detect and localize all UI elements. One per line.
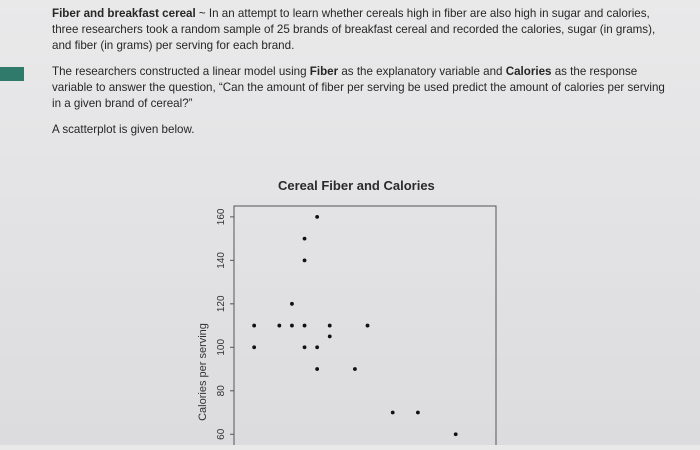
intro-body: ~ In an attempt to learn whether cereals… [52,7,656,52]
scatter-point [302,323,307,328]
scatter-point [290,301,294,306]
intro-title: Fiber and breakfast cereal [52,7,196,20]
scatter-point [327,323,332,328]
plot-frame [233,205,497,450]
model-fiber: Fiber [309,65,339,78]
scatter-point [365,323,370,328]
chart-title: Cereal Fiber and Calories [278,178,435,193]
scatter-point [416,410,420,415]
model-text-c: as the response variable to answer the q… [52,65,665,110]
y-tick-label: 80 [216,385,227,397]
scatter-point [315,345,320,350]
scatter-point [302,236,307,241]
scatter-point [353,367,357,371]
scatter-point [302,345,307,350]
y-tick-label: 60 [216,428,227,440]
scatter-point [453,432,458,437]
scatter-point [252,323,257,328]
y-tick-label: 120 [216,295,227,312]
data-points [252,214,458,437]
scatterplot: Cereal Fiber and Calories 60 80 100 120 140 1… [190,172,510,450]
scatter-note: A scatterplot is given below. [52,123,195,136]
scatter-point [390,410,395,415]
y-tick-label: 160 [216,208,227,225]
scatter-point [290,323,294,328]
scatter-point [277,323,282,328]
scatter-point [327,334,332,339]
scatter-point [315,214,320,219]
y-tick-label: 140 [216,252,227,269]
side-tab-marker[interactable] [0,67,24,81]
scatter-point [252,345,257,350]
scatter-point [315,367,320,371]
scatter-point [302,258,307,263]
scatterplot-svg: 60 80 100 120 140 160 Calories per serving [197,205,497,450]
intro-paragraph: Fiber and breakfast cereal ~ In an attem… [52,6,672,54]
model-calories: Calories [505,65,552,78]
model-text-a: The researchers constructed a linear mod… [52,65,310,78]
y-axis-label: Calories per serving [197,323,209,421]
question-text: Fiber and breakfast cereal ~ In an attem… [52,6,672,148]
model-text-b: as the explanatory variable and [338,65,506,78]
y-tick-label: 100 [216,339,227,356]
y-axis-ticks: 60 80 100 120 140 160 [216,208,234,440]
model-paragraph: The researchers constructed a linear mod… [52,64,672,112]
